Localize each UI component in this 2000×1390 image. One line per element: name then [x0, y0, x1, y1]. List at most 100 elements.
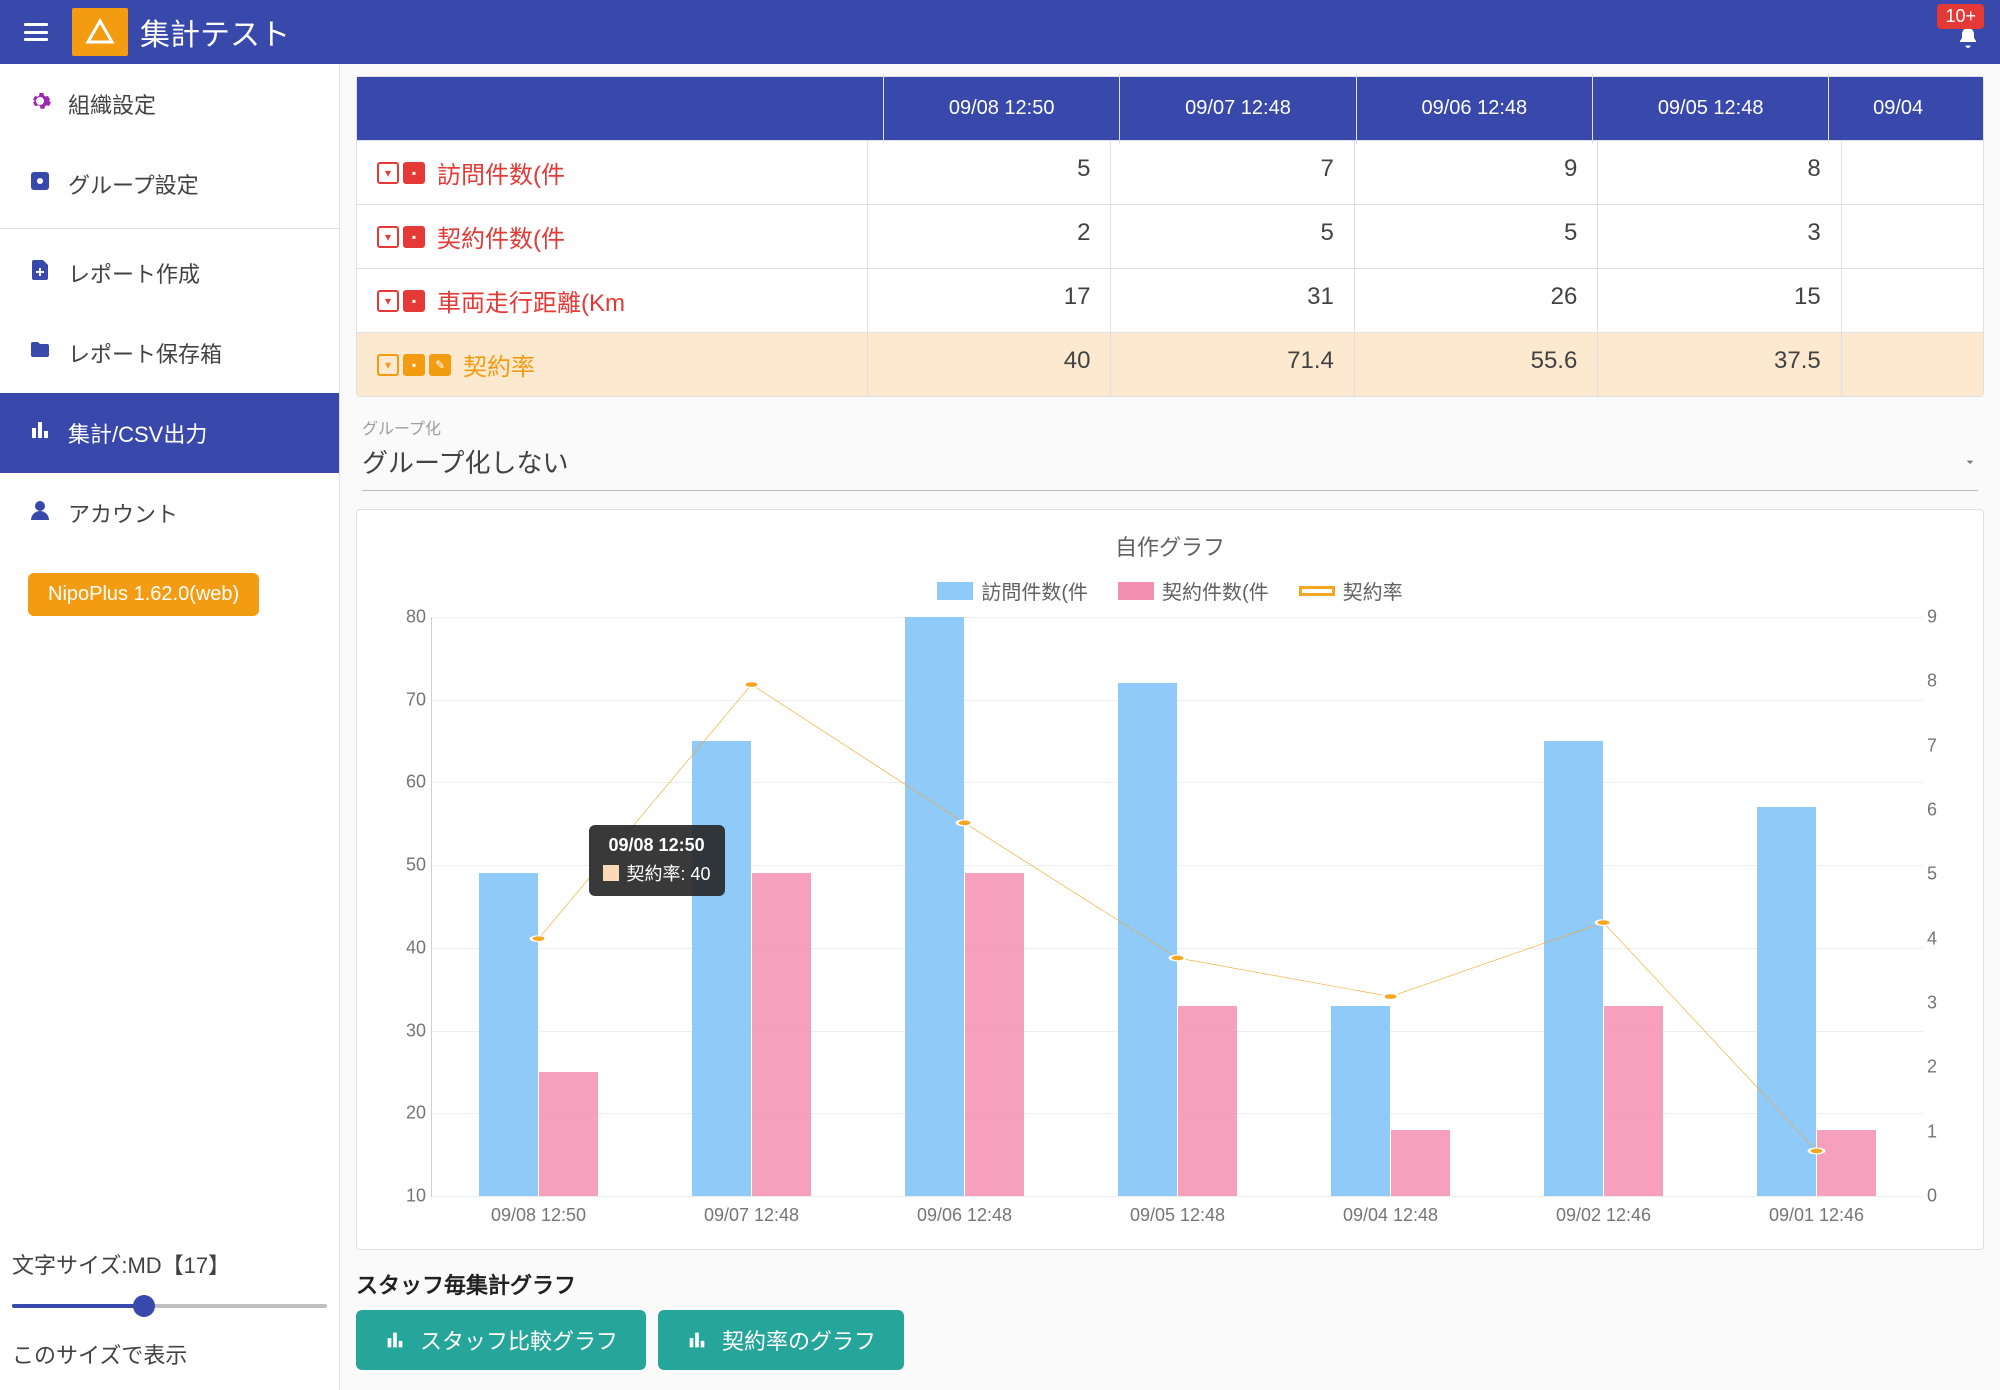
- legend-item[interactable]: 契約率: [1299, 576, 1403, 605]
- x-tick: 09/07 12:48: [704, 1205, 799, 1226]
- y-left-tick: 40: [382, 937, 426, 958]
- chart-legend: 訪問件数(件 契約件数(件 契約率: [377, 576, 1963, 605]
- table-header-actions: 保存 数式: [373, 79, 883, 139]
- section-title-staff: スタッフ毎集計グラフ: [356, 1268, 1984, 1300]
- y-right-tick: 0: [1927, 1186, 1957, 1207]
- date-header[interactable]: 09/04: [1828, 73, 1967, 144]
- sidebar-item-1[interactable]: グループ設定: [0, 144, 339, 224]
- x-tick: 09/02 12:46: [1556, 1205, 1651, 1226]
- menu-toggle-button[interactable]: [16, 12, 56, 52]
- font-size-apply[interactable]: このサイズで表示: [12, 1338, 327, 1370]
- table-row: ▾▪✎ 契約率 4071.455.637.5: [357, 333, 1983, 396]
- chart-card: 自作グラフ 訪問件数(件 契約件数(件 契約率 1020304050607080…: [356, 509, 1984, 1250]
- chart-title: 自作グラフ: [377, 530, 1963, 562]
- y-right-tick: 8: [1927, 671, 1957, 692]
- table-cell: 31: [1110, 269, 1353, 332]
- y-left-tick: 70: [382, 689, 426, 710]
- sidebar-item-label: レポート作成: [68, 257, 200, 289]
- y-left-tick: 20: [382, 1103, 426, 1124]
- bar-chart-icon: [28, 418, 68, 449]
- table-cell: 5: [1354, 205, 1597, 268]
- table-cell: 5: [1110, 205, 1353, 268]
- grouping-select[interactable]: グループ化 グループ化しない: [356, 415, 1984, 491]
- legend-swatch: [1299, 586, 1335, 596]
- table-cell: 26: [1354, 269, 1597, 332]
- table-cell: 17: [867, 269, 1110, 332]
- button-row: スタッフ比較グラフ 契約率のグラフ: [356, 1310, 1984, 1370]
- gear-icon: [28, 89, 68, 120]
- staff-compare-button[interactable]: スタッフ比較グラフ: [356, 1310, 646, 1370]
- y-left-tick: 30: [382, 1020, 426, 1041]
- row-label: ▾▪ 車両走行距離(Km: [357, 269, 867, 332]
- sidebar-item-label: 組織設定: [68, 88, 156, 120]
- bar-chart-icon: [384, 1329, 406, 1351]
- sidebar-item-label: アカウント: [68, 497, 178, 529]
- row-icons[interactable]: ▾▪: [377, 162, 425, 184]
- line-series[interactable]: [432, 617, 1923, 1196]
- y-right-tick: 6: [1927, 800, 1957, 821]
- table-cell: 3: [1597, 205, 1840, 268]
- y-right-tick: 4: [1927, 928, 1957, 949]
- table-cell: [1841, 141, 1983, 204]
- font-size-label: 文字サイズ:MD【17】: [12, 1248, 327, 1280]
- chevron-down-icon: [1962, 454, 1978, 470]
- y-left-tick: 10: [382, 1186, 426, 1207]
- sidebar-item-4[interactable]: 集計/CSV出力: [0, 393, 339, 473]
- date-header[interactable]: 09/06 12:48: [1356, 73, 1592, 144]
- x-tick: 09/04 12:48: [1343, 1205, 1438, 1226]
- date-header[interactable]: 09/08 12:50: [883, 73, 1119, 144]
- sidebar-item-3[interactable]: レポート保存箱: [0, 313, 339, 393]
- legend-label: 訪問件数(件: [981, 576, 1088, 605]
- version-badge[interactable]: NipoPlus 1.62.0(web): [28, 573, 259, 616]
- row-icons[interactable]: ▾▪: [377, 290, 425, 312]
- table-cell: 55.6: [1354, 333, 1597, 396]
- app-logo: [72, 8, 128, 56]
- legend-swatch: [1118, 582, 1154, 600]
- table-cell: 15: [1597, 269, 1840, 332]
- table-cell: 71.4: [1110, 333, 1353, 396]
- row-label: ▾▪ 契約件数(件: [357, 205, 867, 268]
- notification-button[interactable]: 10+: [1956, 8, 1980, 57]
- y-left-tick: 80: [382, 607, 426, 628]
- grouping-label: グループ化: [362, 415, 1978, 439]
- formula-button[interactable]: 数式: [793, 93, 863, 125]
- table-cell: 8: [1597, 141, 1840, 204]
- legend-item[interactable]: 契約件数(件: [1118, 576, 1269, 605]
- save-button[interactable]: 保存: [705, 93, 775, 125]
- table-cell: [1841, 205, 1983, 268]
- sidebar-item-2[interactable]: レポート作成: [0, 233, 339, 313]
- y-right-tick: 1: [1927, 1121, 1957, 1142]
- table-cell: 9: [1354, 141, 1597, 204]
- font-size-slider[interactable]: [12, 1304, 327, 1308]
- gear-box-icon: [28, 169, 68, 200]
- font-size-section: 文字サイズ:MD【17】 このサイズで表示: [0, 1228, 339, 1390]
- table-cell: 2: [867, 205, 1110, 268]
- download-icon: [705, 99, 725, 119]
- row-icons[interactable]: ▾▪: [377, 226, 425, 248]
- sidebar-item-label: 集計/CSV出力: [68, 417, 207, 449]
- row-label: ▾▪ 訪問件数(件: [357, 141, 867, 204]
- legend-label: 契約率: [1343, 576, 1403, 605]
- y-right-tick: 3: [1927, 993, 1957, 1014]
- table-cell: [1841, 269, 1983, 332]
- x-tick: 09/01 12:46: [1769, 1205, 1864, 1226]
- row-icons[interactable]: ▾▪✎: [377, 354, 451, 376]
- chart-tooltip: 09/08 12:50 契約率: 40: [589, 825, 725, 896]
- y-left-tick: 60: [382, 772, 426, 793]
- sidebar-item-0[interactable]: 組織設定: [0, 64, 339, 144]
- table-cell: 5: [867, 141, 1110, 204]
- x-tick: 09/05 12:48: [1130, 1205, 1225, 1226]
- contract-rate-button[interactable]: 契約率のグラフ: [658, 1310, 904, 1370]
- notification-badge: 10+: [1937, 4, 1984, 29]
- legend-label: 契約件数(件: [1162, 576, 1269, 605]
- legend-swatch: [937, 582, 973, 600]
- legend-item[interactable]: 訪問件数(件: [937, 576, 1088, 605]
- sidebar-item-5[interactable]: アカウント: [0, 473, 339, 553]
- y-right-tick: 5: [1927, 864, 1957, 885]
- sidebar-item-label: レポート保存箱: [68, 337, 222, 369]
- table-row: ▾▪ 契約件数(件 2553: [357, 205, 1983, 269]
- table-cell: 40: [867, 333, 1110, 396]
- date-header[interactable]: 09/07 12:48: [1119, 73, 1355, 144]
- page-title: 集計テスト: [140, 10, 290, 54]
- date-header[interactable]: 09/05 12:48: [1592, 73, 1828, 144]
